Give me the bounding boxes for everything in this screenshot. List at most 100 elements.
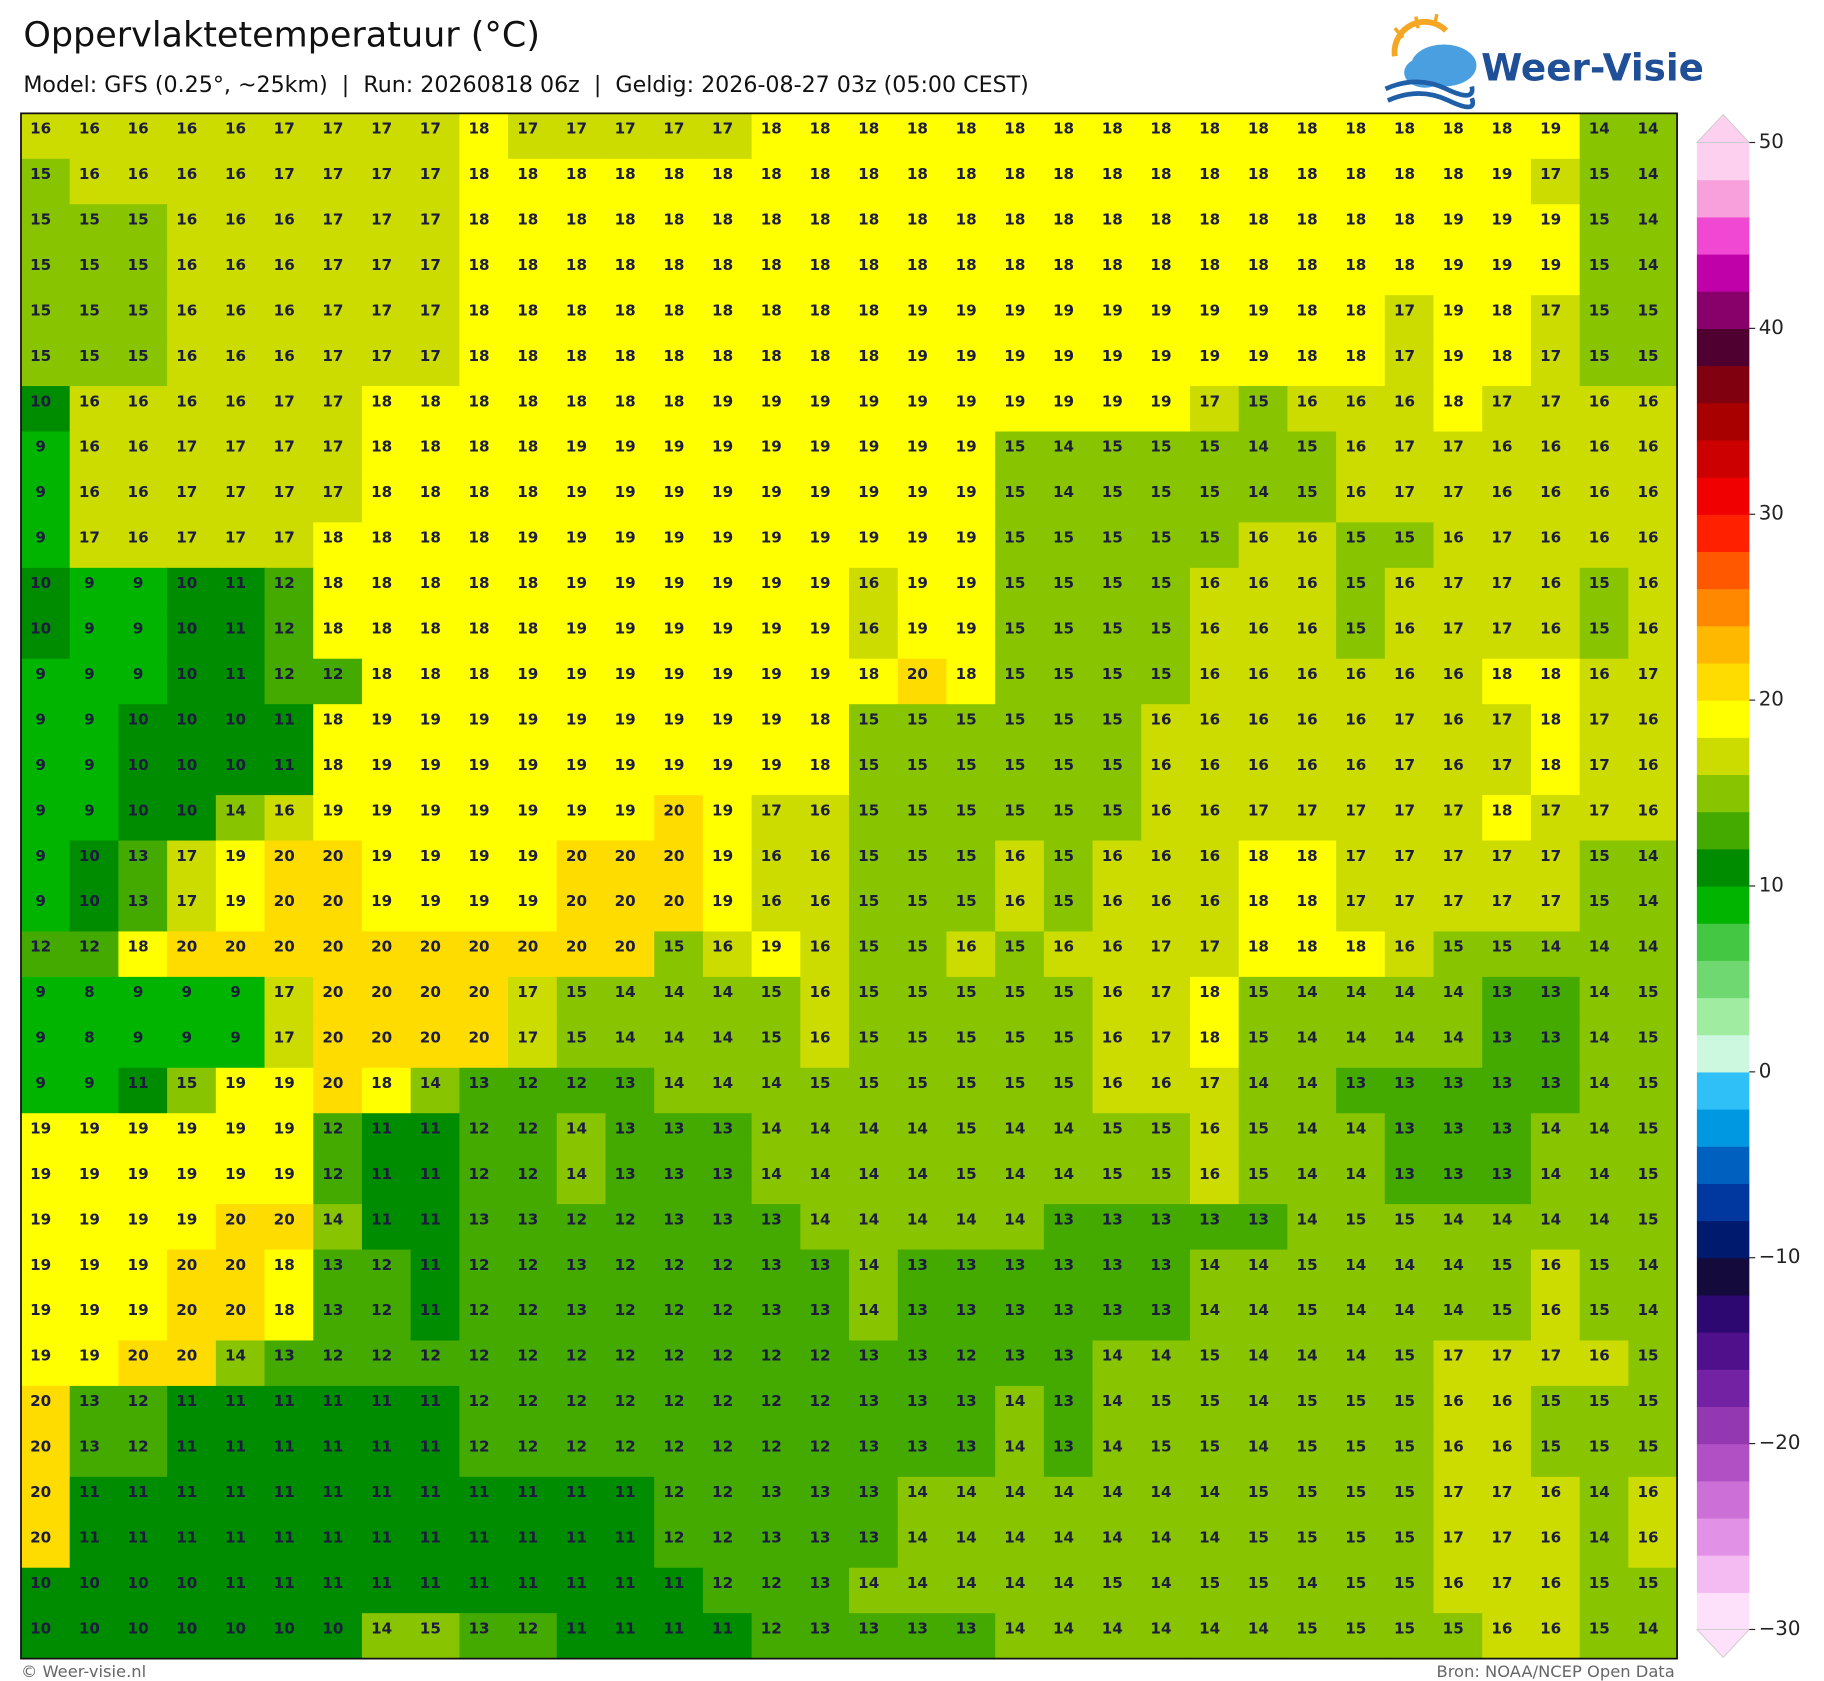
temp-label: 14 [1443, 1029, 1464, 1047]
temp-cell [1530, 1522, 1581, 1569]
temp-cell [1092, 931, 1142, 978]
temp-label: 15 [1199, 1574, 1220, 1592]
temp-cell [508, 158, 558, 205]
temp-cell [654, 1567, 704, 1614]
temp-label: 11 [469, 1528, 490, 1546]
temp-cell [849, 522, 899, 569]
temp-label: 19 [225, 1119, 246, 1137]
temp-label: 14 [1637, 120, 1658, 138]
temp-label: 18 [1053, 210, 1074, 228]
temp-label: 19 [663, 529, 684, 547]
temp-label: 15 [1297, 1256, 1318, 1274]
temp-label: 14 [1540, 1165, 1561, 1183]
temp-cell [800, 522, 850, 569]
temp-cell [946, 795, 996, 842]
temp-label: 14 [1102, 1483, 1123, 1501]
temp-label: 13 [1102, 1210, 1123, 1228]
temp-label: 16 [1589, 1347, 1610, 1365]
temp-cell [751, 386, 802, 433]
temp-label: 11 [615, 1619, 636, 1637]
temp-label: 11 [225, 665, 246, 683]
temp-label: 19 [761, 392, 782, 410]
temp-cell [556, 204, 607, 251]
temp-label: 15 [858, 892, 879, 910]
temp-label: 15 [1053, 892, 1074, 910]
temp-label: 16 [225, 210, 246, 228]
temp-cell [1628, 522, 1678, 569]
temp-cell [1628, 386, 1678, 433]
temp-cell [654, 522, 704, 569]
temp-label: 19 [663, 665, 684, 683]
temp-cell [946, 249, 996, 296]
temp-cell [1043, 613, 1094, 660]
temp-cell [654, 1340, 704, 1387]
temp-cell [751, 340, 802, 387]
temp-cell [167, 476, 217, 524]
temp-label: 15 [1004, 938, 1025, 956]
temp-cell [69, 1295, 120, 1342]
temp-label: 19 [907, 483, 928, 501]
temp-cell [605, 1567, 655, 1614]
temp-label: 11 [566, 1574, 587, 1592]
temp-cell [1482, 840, 1532, 887]
temp-label: 13 [1102, 1301, 1123, 1319]
temp-cell [1628, 931, 1678, 978]
temp-cell [167, 567, 217, 614]
temp-cell [69, 1340, 120, 1387]
temp-label: 17 [615, 120, 636, 138]
temp-label: 14 [1004, 1210, 1025, 1228]
temp-cell [215, 1613, 266, 1660]
temp-label: 16 [1248, 665, 1269, 683]
temp-cell [215, 295, 266, 342]
temp-label: 11 [274, 710, 295, 728]
temp-label: 18 [1102, 256, 1123, 274]
temp-label: 15 [1248, 1528, 1269, 1546]
temp-label: 12 [761, 1347, 782, 1365]
temp-label: 18 [420, 529, 441, 547]
temp-label: 12 [274, 620, 295, 638]
temp-cell [897, 204, 948, 251]
temp-label: 18 [712, 256, 733, 274]
temp-label: 17 [1150, 938, 1171, 956]
temp-label: 16 [1297, 756, 1318, 774]
temp-cell [20, 1613, 71, 1660]
temp-cell [313, 113, 363, 160]
temp-cell [1043, 931, 1094, 978]
temp-cell [1092, 1385, 1142, 1433]
temp-cell [20, 431, 71, 478]
temp-cell [849, 1385, 899, 1433]
temp-cell [508, 1340, 558, 1387]
temp-cell [1189, 885, 1240, 933]
temp-label: 13 [907, 1347, 928, 1365]
temp-label: 13 [858, 1347, 879, 1365]
temp-label: 19 [615, 574, 636, 592]
temp-label: 15 [30, 256, 51, 274]
temp-label: 11 [274, 1574, 295, 1592]
temp-cell [1287, 1476, 1337, 1523]
temp-label: 17 [1491, 1347, 1512, 1365]
temp-label: 17 [1491, 1483, 1512, 1501]
temp-label: 19 [566, 438, 587, 456]
temp-cell [1530, 249, 1581, 296]
temp-label: 19 [809, 438, 830, 456]
temp-label: 15 [1637, 983, 1658, 1001]
temp-cell [1189, 1385, 1240, 1433]
temp-label: 18 [1345, 938, 1366, 956]
colorbar-band [1696, 1034, 1750, 1073]
temp-label: 14 [1248, 1301, 1269, 1319]
temp-cell [1287, 1431, 1337, 1478]
temp-label: 16 [1589, 483, 1610, 501]
temp-label: 20 [469, 1029, 490, 1047]
temp-cell [1189, 1158, 1240, 1205]
temp-label: 17 [1491, 620, 1512, 638]
temp-label: 11 [322, 1574, 343, 1592]
temp-label: 12 [712, 1483, 733, 1501]
temp-label: 13 [1345, 1074, 1366, 1092]
temp-cell [800, 1295, 850, 1342]
temp-label: 13 [809, 1528, 830, 1546]
temp-label: 15 [1637, 347, 1658, 365]
temp-cell [605, 840, 655, 887]
temp-label: 18 [858, 210, 879, 228]
temp-label: 16 [809, 983, 830, 1001]
temp-cell [1384, 1340, 1435, 1387]
